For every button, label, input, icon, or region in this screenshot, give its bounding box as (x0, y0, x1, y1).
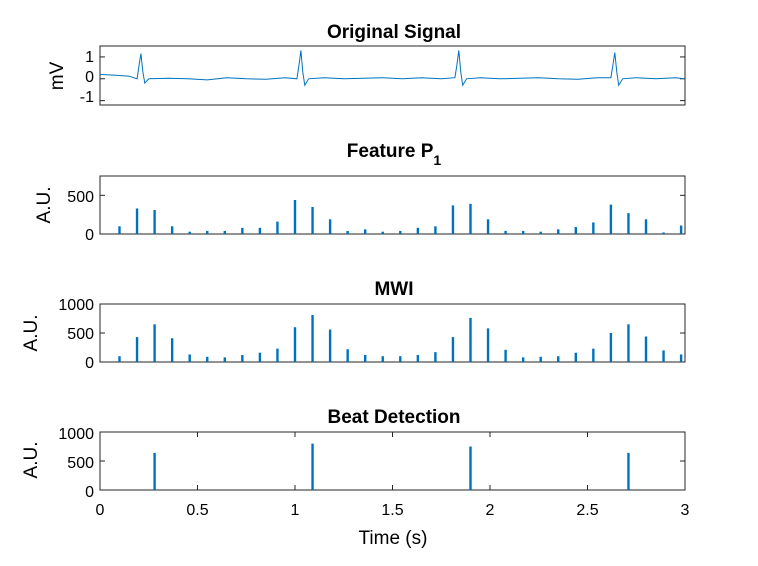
y-axis-label: A.U. (21, 315, 42, 352)
signal-line (99, 50, 686, 87)
x-axis-label: Time (s) (359, 528, 428, 549)
y-tick-label: 0 (85, 69, 94, 86)
y-tick-label: 1000 (58, 297, 94, 314)
plot-area (99, 45, 686, 106)
y-axis-label: A.U. (34, 187, 55, 224)
x-tick-label: 0.5 (186, 502, 208, 519)
panel-beat-detection: Beat Detection 1000 500 0 A.U. 0 0.5 1 1… (21, 407, 690, 549)
plot-area (99, 175, 686, 235)
x-tick-label: 0 (96, 502, 105, 519)
x-tick-label: 2 (486, 502, 495, 519)
plot-area (99, 431, 686, 491)
y-tick-label: 0 (85, 227, 94, 244)
y-tick-label: 1000 (58, 426, 94, 443)
y-tick-labels: 1 0 -1 (80, 49, 94, 106)
y-tick-labels: 1000 500 0 (58, 297, 94, 372)
panel-feature-p1: Feature P1 500 0 A.U. (34, 141, 686, 244)
panel-title-main: Feature P (347, 141, 434, 162)
y-tick-label: 500 (67, 189, 94, 206)
y-tick-label: 1 (85, 49, 94, 66)
panel-title-subscript: 1 (433, 152, 441, 168)
x-tick-labels: 0 0.5 1 1.5 2 2.5 3 (96, 502, 690, 519)
axes-box (99, 175, 686, 235)
panel-title: Beat Detection (327, 407, 460, 428)
y-tick-labels: 500 0 (67, 189, 94, 244)
y-tick-label: 0 (85, 355, 94, 372)
panel-title: Feature P1 (347, 141, 442, 168)
x-tick-label: 3 (681, 502, 690, 519)
y-tick-labels: 1000 500 0 (58, 426, 94, 501)
y-tick-label: 500 (67, 455, 94, 472)
panel-original-signal: Original Signal 1 0 -1 mV (47, 22, 686, 106)
y-tick-label: -1 (80, 89, 94, 106)
x-tick-label: 2.5 (576, 502, 598, 519)
y-axis-label: A.U. (21, 442, 42, 479)
plot-area (99, 303, 686, 363)
panel-title: MWI (374, 279, 413, 300)
panel-mwi: MWI 1000 500 0 A.U. (21, 279, 686, 372)
panel-title: Original Signal (327, 22, 461, 43)
y-tick-label: 0 (85, 484, 94, 501)
axes-box (99, 45, 686, 106)
x-tick-label: 1.5 (381, 502, 403, 519)
y-axis-label: mV (47, 61, 68, 90)
y-tick-label: 500 (67, 326, 94, 343)
x-tick-label: 1 (291, 502, 300, 519)
